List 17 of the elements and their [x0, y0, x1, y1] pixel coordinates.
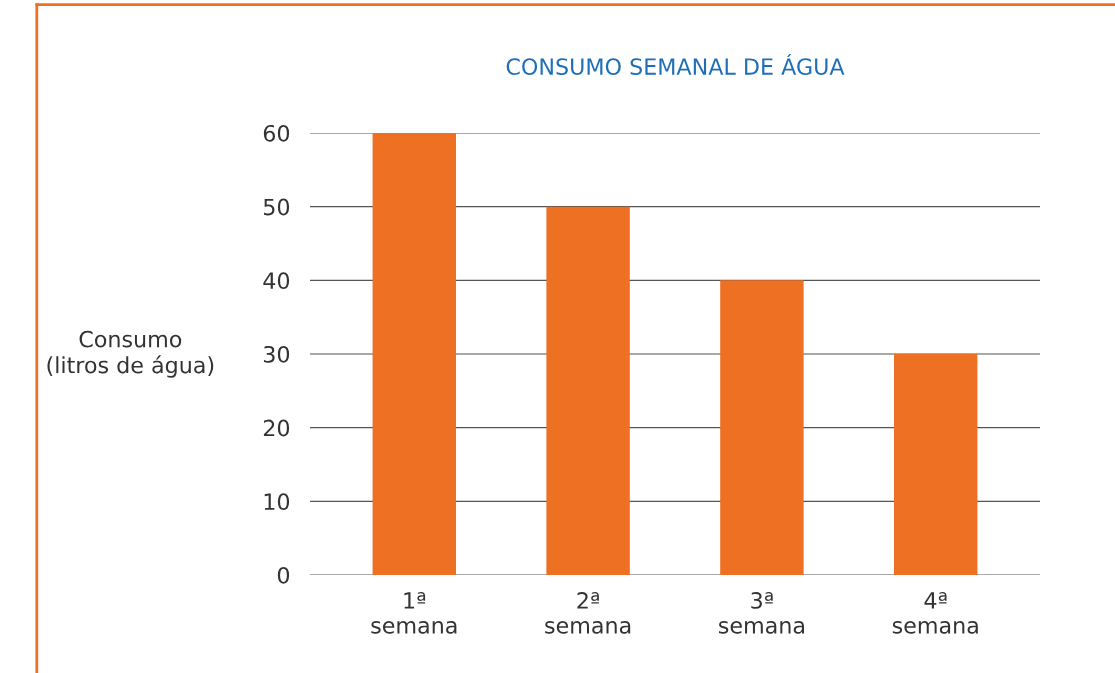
bar — [720, 280, 804, 575]
y-tick-label: 10 — [264, 493, 290, 511]
bar — [372, 133, 456, 575]
chart-title: CONSUMO SEMANAL DE ÁGUA — [506, 54, 845, 75]
bar — [546, 206, 630, 575]
y-tick-label: 30 — [263, 345, 290, 363]
x-tick-label: 4ª semana — [892, 592, 978, 634]
bar — [894, 354, 978, 575]
x-tick-label: 3ª semana — [719, 592, 804, 634]
x-tick-label: 2ª semana — [545, 592, 631, 634]
y-tick-label: 0 — [277, 566, 290, 584]
y-tick-label: 40 — [263, 272, 290, 290]
y-tick-label: 50 — [263, 198, 290, 216]
y-tick-label: 20 — [263, 419, 290, 437]
x-tick-label: 1ª semana — [371, 592, 457, 634]
y-tick-label: 60 — [263, 124, 290, 142]
y-axis-title: Consumo (litros de água) — [47, 330, 214, 378]
